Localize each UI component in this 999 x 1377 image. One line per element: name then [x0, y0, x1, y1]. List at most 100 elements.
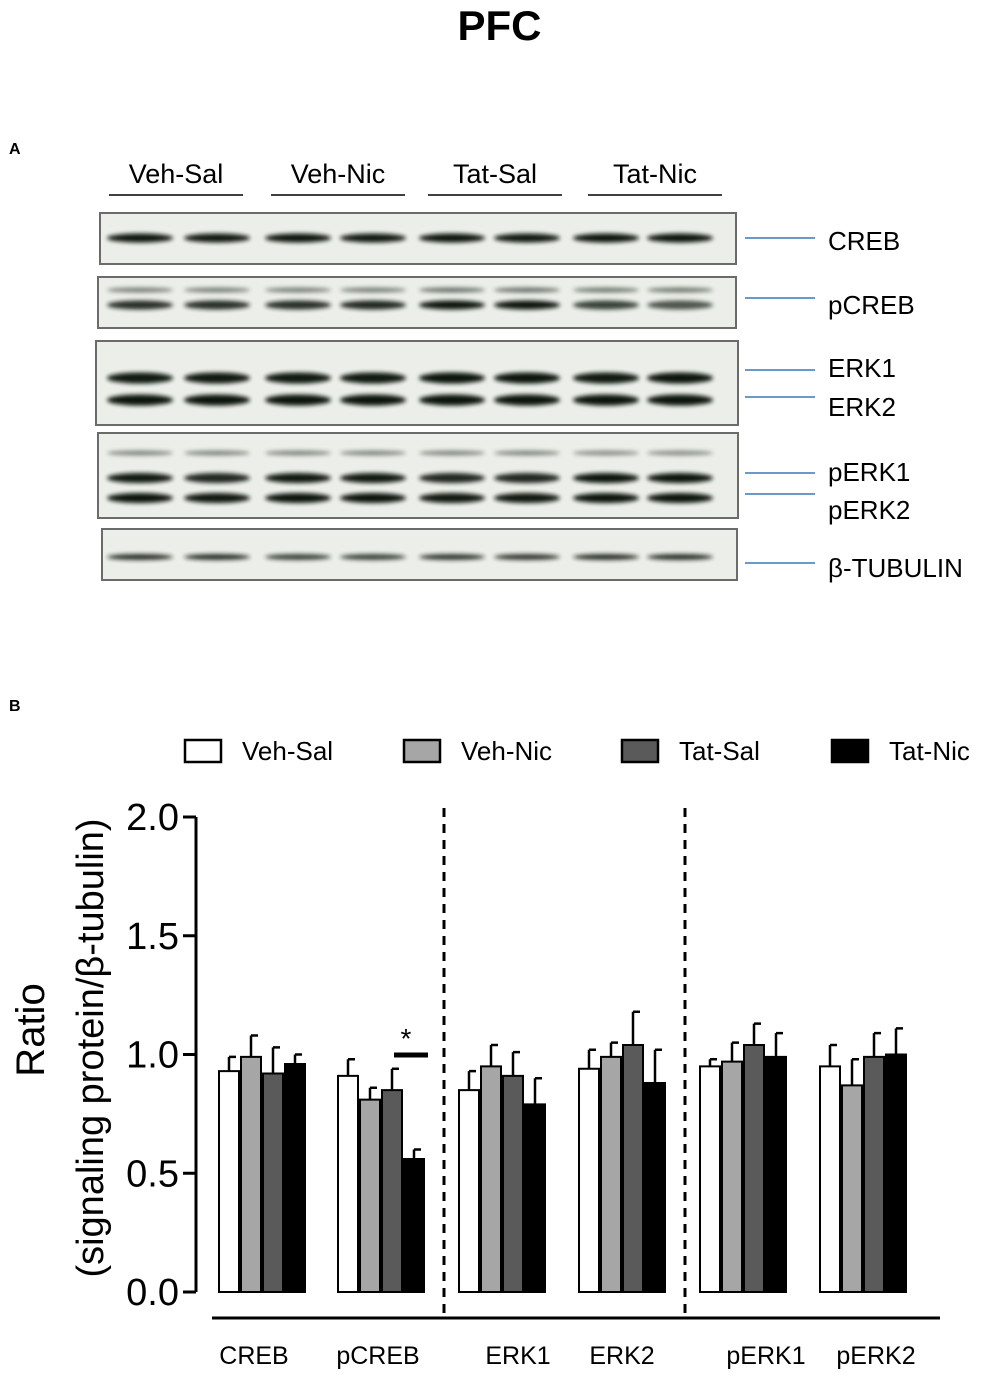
blot-band [573, 473, 639, 483]
legend-label: Veh-Sal [242, 736, 333, 766]
blot-band [107, 372, 173, 384]
legend-swatch [402, 738, 442, 764]
blot-band [340, 554, 406, 560]
blot-band [184, 300, 250, 310]
blot-band [340, 300, 406, 310]
blot-band [184, 554, 250, 560]
bar-veh-sal-erk2 [578, 1067, 600, 1293]
blot-band [184, 233, 250, 243]
blot-band [419, 493, 485, 503]
blot-band [647, 372, 713, 384]
legend-label: Veh-Nic [461, 736, 552, 766]
bar-veh-nic-perk1 [721, 1060, 743, 1293]
blot-band [340, 287, 406, 293]
bar-tat-sal-erk1 [502, 1074, 524, 1293]
bar-tat-sal-erk2 [622, 1044, 644, 1293]
blot-band [494, 493, 560, 503]
blot-band [184, 473, 250, 483]
blot-band [184, 450, 250, 456]
blot-band [107, 287, 173, 293]
bar-tat-sal-perk1 [743, 1044, 765, 1293]
blot-band [494, 372, 560, 384]
legend-swatch [830, 738, 870, 764]
blot-band-label-creb: CREB [828, 226, 900, 256]
blot-band [647, 233, 713, 243]
blot-band [265, 473, 331, 483]
blot-band [573, 300, 639, 310]
significance-mark: * [401, 1023, 412, 1054]
blot-group-label-veh-nic: Veh-Nic [291, 159, 386, 189]
blot-band [419, 372, 485, 384]
blot-strip-frame [95, 340, 739, 426]
blot-band-label-pcreb: pCREB [828, 290, 915, 320]
blot-band [647, 394, 713, 406]
y-axis-label: Ratio [9, 983, 53, 1076]
blot-band [647, 300, 713, 310]
blot-band [647, 473, 713, 483]
blot-band [340, 450, 406, 456]
blot-strip [97, 432, 739, 519]
blot-band [265, 300, 331, 310]
blot-band [107, 554, 173, 560]
bar-veh-sal-creb [218, 1070, 240, 1293]
bar-veh-sal-perk2 [819, 1065, 841, 1293]
blot-band [647, 450, 713, 456]
bar-tat-nic-pcreb [403, 1158, 425, 1293]
legend-item-tat-sal: Tat-Sal [620, 736, 760, 766]
blot-group-label-tat-sal: Tat-Sal [453, 159, 537, 189]
legend-swatch [620, 738, 660, 764]
western-blot-panel: Veh-Sal Veh-Nic Tat-Sal Tat-Nic CREB pCREB ER… [95, 159, 963, 583]
legend-label: Tat-Nic [889, 736, 970, 766]
blot-band [494, 394, 560, 406]
blot-band [573, 287, 639, 293]
y-tick-label: 0.0 [126, 1272, 179, 1314]
panel-a-label: A [9, 141, 21, 158]
legend-label: Tat-Sal [679, 736, 760, 766]
blot-band [494, 287, 560, 293]
x-tick-label-erk2: ERK2 [589, 1342, 654, 1370]
legend-item-veh-nic: Veh-Nic [402, 736, 552, 766]
blot-band-label-perk2: pERK2 [828, 495, 910, 525]
blot-band [419, 300, 485, 310]
blot-band [419, 287, 485, 293]
figure-title: PFC [457, 2, 542, 49]
y-axis-label-sub: (signaling protein/β-tubulin) [70, 818, 112, 1277]
y-tick-label: 1.0 [126, 1035, 179, 1077]
blot-band [419, 473, 485, 483]
blot-band [573, 554, 639, 560]
blot-band [573, 493, 639, 503]
bar-tat-nic-perk1 [765, 1055, 787, 1293]
blot-band [340, 394, 406, 406]
bar-tat-sal-creb [262, 1072, 284, 1293]
bar-veh-sal-erk1 [458, 1089, 480, 1293]
blot-band [340, 473, 406, 483]
bar-tat-sal-pcreb [381, 1089, 403, 1293]
legend-swatch [183, 738, 223, 764]
blot-strip [95, 340, 739, 426]
y-tick-label: 1.5 [126, 916, 179, 958]
blot-group-label-tat-nic: Tat-Nic [613, 159, 697, 189]
blot-band [265, 287, 331, 293]
blot-band [184, 287, 250, 293]
blot-band [494, 300, 560, 310]
x-tick-label-creb: CREB [219, 1342, 288, 1370]
bar-chart: Veh-Sal Veh-Nic Tat-Sal Tat-Nic 0.0 0.5 1.0 1.… [9, 736, 970, 1370]
bar-veh-nic-erk1 [480, 1065, 502, 1293]
blot-band [184, 493, 250, 503]
bar-tat-nic-perk2 [885, 1053, 907, 1293]
blot-band [340, 372, 406, 384]
blot-band [184, 372, 250, 384]
blot-band [419, 554, 485, 560]
blot-strip-frame [101, 528, 738, 581]
blot-band [647, 287, 713, 293]
blot-band [494, 233, 560, 243]
blot-band [340, 233, 406, 243]
blot-band [107, 233, 173, 243]
blot-band-label-tubulin: β-TUBULIN [828, 553, 963, 583]
bar-veh-sal-pcreb [337, 1074, 359, 1293]
blot-band [107, 473, 173, 483]
blot-band [419, 233, 485, 243]
legend-item-veh-sal: Veh-Sal [183, 736, 333, 766]
blot-band [107, 394, 173, 406]
x-tick-label-erk1: ERK1 [485, 1342, 550, 1370]
